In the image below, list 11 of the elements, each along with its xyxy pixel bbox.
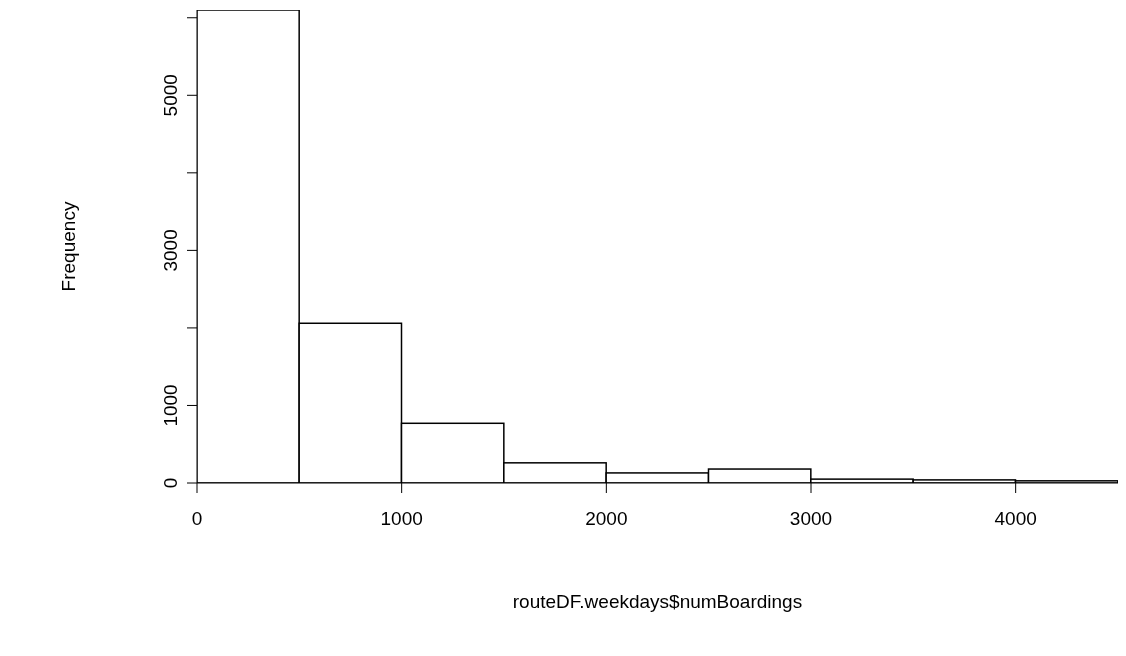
- y-tick-label: 1000: [160, 384, 181, 427]
- x-tick-label: 3000: [789, 508, 833, 529]
- x-tick-label: 1000: [380, 508, 423, 529]
- y-axis-title: Frequency: [57, 201, 79, 292]
- x-axis-title: routeDF.weekdays$numBoardings: [512, 591, 803, 612]
- x-tick-label: 0: [191, 508, 203, 529]
- y-tick-label: 5000: [160, 74, 181, 117]
- x-tick-label: 2000: [585, 508, 628, 529]
- y-tick-label: 0: [160, 477, 181, 489]
- y-tick-label: 3000: [160, 229, 181, 272]
- x-tick-label: 4000: [994, 508, 1037, 529]
